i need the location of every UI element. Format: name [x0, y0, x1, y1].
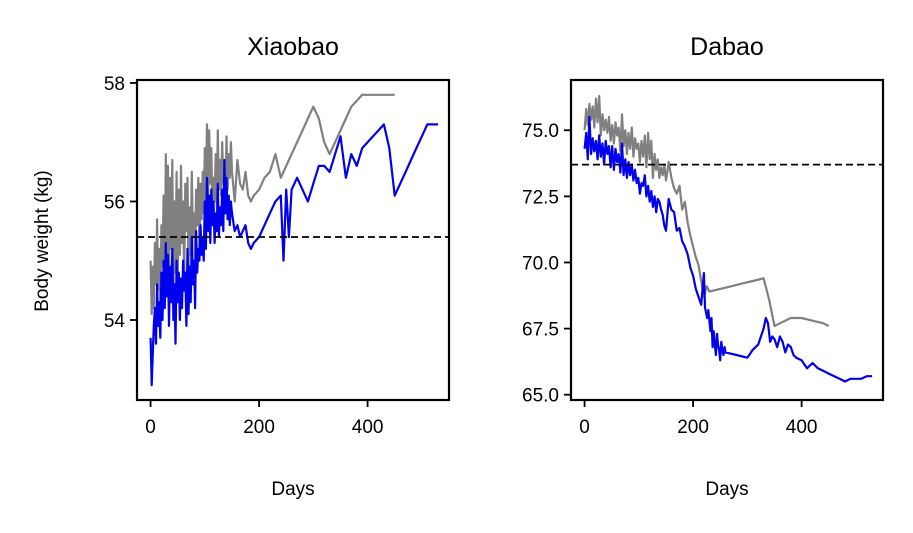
x-tick-label: 200: [677, 417, 709, 438]
x-axis-label: Days: [705, 479, 748, 500]
axes-frame: [135, 78, 451, 402]
x-tick-label: 400: [352, 417, 384, 438]
panel-xiaobao: 0 200 400 54 56 58 Xiaobao Days: [104, 33, 451, 500]
x-axis-label: Days: [271, 479, 314, 500]
chart-title: Dabao: [690, 33, 764, 61]
y-tick-label: 72.5: [522, 187, 559, 208]
series-line-1: [149, 123, 439, 387]
x-tick-label: 0: [145, 417, 156, 438]
chart-title: Xiaobao: [247, 33, 339, 61]
y-tick-label: 75.0: [522, 121, 559, 142]
y-tick-label: 67.5: [522, 320, 559, 341]
y-tick-label: 65.0: [522, 386, 559, 407]
x-tick-label: 0: [579, 417, 590, 438]
y-tick-label: 54: [104, 311, 126, 332]
axes-frame: [569, 78, 885, 402]
panel-dabao: 0 200 400 65.0 67.5 70.0 72.5 75.0 Dabao Days: [522, 33, 885, 500]
y-tick-label: 70.0: [522, 253, 559, 274]
series-line-0: [583, 94, 830, 328]
x-tick-label: 400: [786, 417, 818, 438]
y-tick-label: 56: [104, 192, 125, 213]
y-tick-label: 58: [104, 74, 125, 95]
series-line-1: [583, 115, 873, 383]
y-axis-label: Body weight (kg): [32, 170, 53, 312]
x-tick-label: 200: [243, 417, 275, 438]
series-line-0: [149, 93, 395, 316]
